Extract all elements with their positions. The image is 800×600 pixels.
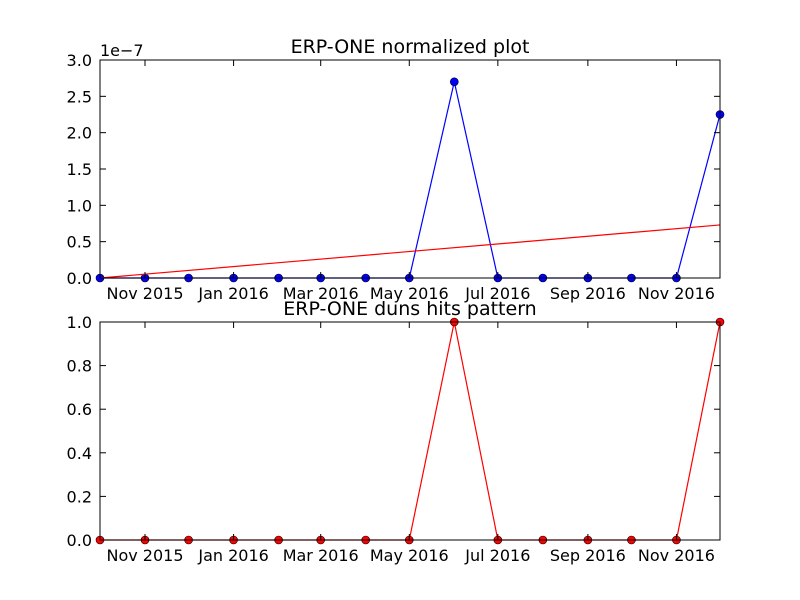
axes-frame (99, 321, 721, 541)
y-tick-label-5: 2.5 (67, 87, 92, 106)
x-tick-label-6: Nov 2016 (638, 284, 715, 303)
x-tick-label-5: Sep 2016 (550, 284, 626, 303)
x-tick-label-4: Jul 2016 (464, 284, 530, 303)
series-0-point-8 (449, 77, 459, 87)
y-tick-label-2: 1.0 (67, 196, 92, 215)
x-tick-label-5: Sep 2016 (550, 546, 626, 565)
y-tick-label-3: 1.5 (67, 160, 92, 179)
x-tick-label-0: Nov 2015 (106, 284, 183, 303)
x-tick-label-2: Mar 2016 (283, 546, 359, 565)
y-tick-label-4: 2.0 (67, 124, 92, 143)
y-tick-label-0: 0.0 (67, 269, 92, 288)
y-offset-label: 1e−7 (100, 41, 144, 60)
x-tick-label-6: Nov 2016 (638, 546, 715, 565)
y-tick-label-2: 0.4 (67, 444, 92, 463)
series-1-line (99, 224, 721, 279)
x-tick-label-0: Nov 2015 (106, 546, 183, 565)
x-tick-label-3: May 2016 (370, 284, 449, 303)
y-tick-label-0: 0.0 (67, 531, 92, 550)
x-tick-label-1: Jan 2016 (197, 546, 268, 565)
x-tick-label-4: Jul 2016 (464, 546, 530, 565)
chart-title: ERP-ONE duns hits pattern (283, 298, 536, 320)
x-tick-label-2: Mar 2016 (283, 284, 359, 303)
bottom-plot-axes: 0.0 0.2 0.4 0.6 0.8 1.0 Nov 2015 Jan 2016 Mar 20… (67, 298, 725, 565)
chart-title: ERP-ONE normalized plot (291, 36, 530, 58)
top-plot-axes: 0.0 0.5 1.0 1.5 2.0 2.5 3.0 Nov 2015 Jan 2016 Mar… (67, 36, 725, 303)
y-tick-label-4: 0.8 (67, 357, 92, 376)
y-tick-label-3: 0.6 (67, 400, 92, 419)
x-tick-label-1: Jan 2016 (197, 284, 268, 303)
y-tick-label-6: 3.0 (67, 51, 92, 70)
y-tick-label-1: 0.5 (67, 233, 92, 252)
y-tick-label-5: 1.0 (67, 313, 92, 332)
y-tick-label-1: 0.2 (67, 487, 92, 506)
x-tick-label-3: May 2016 (370, 546, 449, 565)
